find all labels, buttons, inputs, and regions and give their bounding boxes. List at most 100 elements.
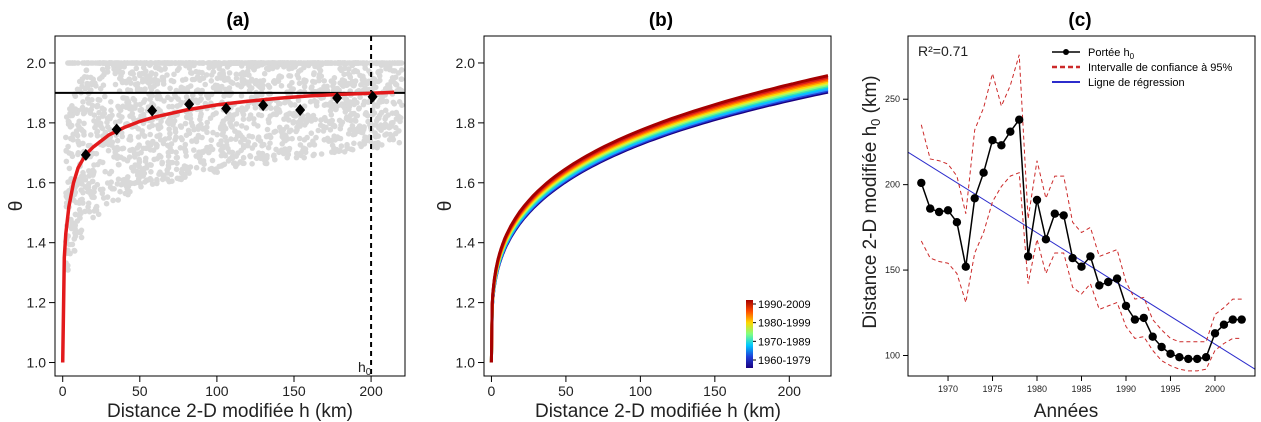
panel-a-ytick-label: 1.6 [27,175,47,191]
panel-a-cloud-point [254,123,261,129]
panel-a-cloud-point [382,121,389,127]
panel-a-cloud-point [168,171,174,178]
panel-c-h0-point [1050,209,1060,218]
panel-a-cloud-point [200,166,207,173]
panel-c-h0-point [1184,354,1193,364]
panel-a-marks [55,36,405,376]
panel-b-colorbar-label: 1970-1989 [758,336,811,348]
panel-a-cloud-point [265,144,272,151]
panel-a-ytick-label: 1.0 [27,355,47,371]
panel-a-cloud-point [193,138,200,145]
panel-c-xtick-label: 1990 [1116,384,1136,394]
panel-a-cloud-point [204,119,210,126]
panel-c-h0-point [1210,329,1220,338]
panel-a-cloud-point [382,116,388,122]
panel-a-cloud-point [346,102,352,109]
panel-a-cloud-point [319,60,326,66]
panel-a-xtick-label: 150 [282,383,306,399]
panel-b-ytick-label: 1.2 [456,295,476,311]
panel-a-cloud-point [361,141,368,147]
panel-a-cloud-point [148,76,154,83]
panel-a-cloud-point [86,168,92,174]
panel-a-cloud-point [293,128,299,135]
panel-a-cloud-point [101,110,108,117]
panel-a-cloud-point [63,147,69,154]
panel-a-cloud-point [157,96,164,102]
panel-a-cloud-point [141,170,148,177]
panel-a-binned-mean-point [332,92,343,105]
panel-a-cloud-point [196,69,202,76]
panel-a-cloud-point [90,214,96,221]
panel-a-cloud-point [114,181,121,187]
panel-a-cloud-point [144,73,150,80]
panel-a-cloud-point [220,123,226,130]
panel-a-cloud-point [304,134,310,141]
panel-a-cloud-point [167,130,173,137]
panel-a-cloud-point [85,204,91,210]
panel-a-cloud-point [218,147,224,154]
panel-a-cloud-point [290,118,297,125]
panel-c-xtick-label: 1995 [1160,384,1180,394]
panel-a-cloud-point [300,147,306,154]
panel-c-h0-point [1112,274,1122,283]
panel-a-cloud-point [243,125,250,131]
panel-c-h0-point [1006,127,1015,136]
panel-a-cloud-point [187,83,194,89]
panel-a-cloud-point [108,107,114,114]
panel-c-h0-point [1023,252,1033,261]
panel-a-cloud-point [119,133,125,140]
panel-a-cloud-point [112,70,118,77]
panel-a-cloud-point [173,166,180,173]
panel-a-cloud-point [68,216,74,223]
panel-a-cloud-point [267,134,274,141]
panel-a-cloud-point [186,130,193,137]
panel-a-cloud-point [266,119,272,126]
panel-c-h0-point [1041,235,1051,244]
panel-a-cloud-point [127,133,134,140]
panel-a-cloud-point [317,122,324,128]
panel-a-cloud-point [305,60,311,66]
panel-a-cloud-point [66,60,72,66]
panel-a-cloud-point [236,130,242,136]
panel-c-xtick-label: 2000 [1205,384,1225,394]
panel-a-ylabel: θ [6,201,27,212]
panel-a-cloud-point [165,153,172,159]
panel-a-cloud-point [301,83,308,90]
panel-a-cloud-point [121,60,127,66]
panel-a-cloud-point [133,81,140,88]
panel-a-cloud-point [107,126,113,133]
panel-a-cloud-point [74,110,80,117]
panel-a-cloud-point [223,138,230,145]
panel-a-cloud-point [244,142,251,148]
panel-a-cloud-point [85,60,91,66]
panel-a-cloud-point [284,154,291,161]
panel-b-colorbar-label: 1990-2009 [758,299,811,311]
panel-b-ytick-label: 1.6 [456,175,476,191]
panel-a-cloud-point [265,66,272,73]
panel-a-cloud-point [375,115,381,122]
panel-a-cloud-point [277,101,283,107]
panel-a-cloud-point [312,116,319,123]
panel-a-cloud-point [390,78,396,84]
panel-a-cloud-point [97,120,104,127]
panel-a-cloud-point [178,135,184,141]
panel-a-cloud-point [293,154,300,161]
panel-a-cloud-point [311,142,318,148]
panel-a-cloud-point [219,131,226,138]
panel-a-cloud-point [147,131,153,138]
panel-a-cloud-point [220,70,226,77]
panel-b-ytick-label: 1.0 [456,355,476,371]
panel-a-cloud-point [132,162,138,168]
panel-a-h0-label: h0 [358,359,372,378]
panel-a-cloud-point [169,178,175,184]
panel-a-cloud-point [357,141,363,147]
panel-a-cloud-point [91,194,97,201]
panel-a-cloud-point [176,65,182,72]
panel-b-xtick-label: 150 [703,383,727,399]
panel-a-cloud-point [234,60,240,66]
panel-c-h0-point [1130,315,1140,324]
panel-a-cloud-point [158,118,164,125]
panel-c-h0-point [917,178,926,188]
panel-a-cloud-point [186,60,193,66]
